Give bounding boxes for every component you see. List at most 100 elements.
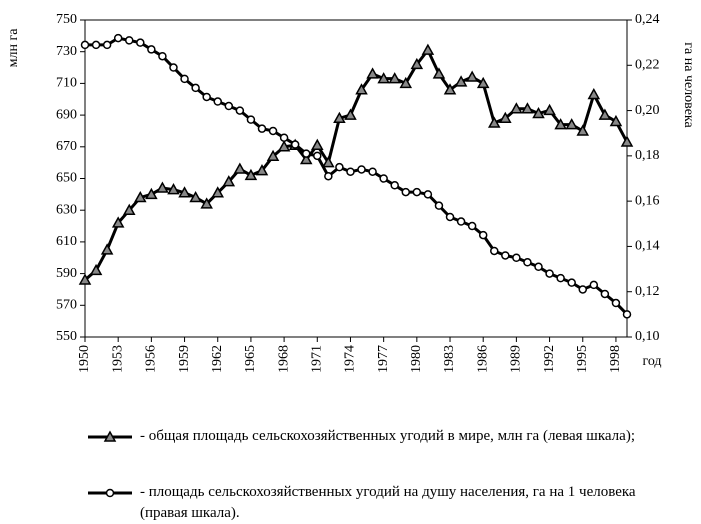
triangle-marker <box>344 108 357 120</box>
circle-marker <box>180 74 189 84</box>
circle-marker <box>467 221 477 231</box>
x-tick-label: 1974 <box>343 345 358 373</box>
triangle-marker <box>609 114 623 127</box>
x-tick-label: 1950 <box>77 345 92 373</box>
x-tick-label: 1992 <box>542 345 557 373</box>
circle-marker <box>102 40 112 50</box>
x-tick-label: 1983 <box>442 345 457 373</box>
triangle-marker <box>134 190 147 203</box>
circle-marker <box>191 83 200 93</box>
triangle-marker <box>399 76 413 89</box>
triangle-marker <box>277 140 291 152</box>
triangle-marker <box>543 103 556 116</box>
circle-marker <box>412 187 422 197</box>
triangle-marker <box>465 70 479 82</box>
circle-marker <box>124 36 134 45</box>
circle-marker <box>611 298 621 308</box>
circle-marker <box>490 246 499 256</box>
y-tick-label: 570 <box>56 298 77 313</box>
legend-marker <box>103 430 117 442</box>
y2-tick-label: 0,12 <box>635 284 660 299</box>
y-axis-label: млн га <box>6 28 21 68</box>
x-tick-label: 1956 <box>144 345 159 373</box>
triangle-marker <box>122 203 136 215</box>
circle-marker <box>313 151 322 161</box>
x-axis-label: год <box>642 354 661 369</box>
y2-tick-label: 0,16 <box>635 193 660 208</box>
circle-marker <box>445 212 455 222</box>
legend-entry: - общая площадь сельскохозяйственных уго… <box>140 428 635 444</box>
y2-tick-label: 0,18 <box>635 148 660 163</box>
circle-marker <box>379 174 388 183</box>
legend-entry: - площадь сельскохозяйственных угодий на… <box>140 484 636 521</box>
y-tick-label: 750 <box>56 12 77 27</box>
x-tick-label: 1986 <box>475 345 490 373</box>
y-tick-label: 670 <box>56 139 77 154</box>
circle-marker <box>578 285 588 294</box>
triangle-marker <box>521 102 534 114</box>
triangle-marker <box>255 164 269 176</box>
legend-marker <box>105 488 115 498</box>
circle-marker <box>390 181 399 190</box>
triangle-marker <box>355 83 368 95</box>
circle-marker <box>478 230 488 240</box>
triangle-marker <box>532 106 545 119</box>
circle-marker <box>257 124 267 133</box>
circle-marker <box>600 289 610 299</box>
circle-marker <box>202 92 211 102</box>
circle-marker <box>456 217 466 226</box>
circle-marker <box>423 190 433 199</box>
triangle-marker <box>421 43 435 55</box>
circle-marker <box>434 201 444 210</box>
y2-tick-label: 0,20 <box>635 103 660 118</box>
circle-marker <box>290 140 300 149</box>
triangle-marker <box>156 181 169 193</box>
triangle-marker <box>554 118 567 130</box>
triangle-marker <box>299 152 313 165</box>
triangle-marker <box>510 102 523 114</box>
circle-marker <box>91 40 101 50</box>
triangle-marker <box>476 76 490 89</box>
triangle-marker <box>499 111 512 124</box>
triangle-marker <box>89 263 103 276</box>
x-tick-label: 1980 <box>409 345 424 373</box>
y-tick-label: 650 <box>56 171 77 186</box>
circle-marker <box>368 167 377 176</box>
triangle-marker <box>333 111 346 124</box>
circle-marker <box>246 115 256 124</box>
circle-marker <box>279 133 289 142</box>
circle-marker <box>147 45 156 54</box>
y-tick-label: 550 <box>56 329 77 344</box>
circle-marker <box>545 269 554 278</box>
triangle-marker <box>211 186 225 198</box>
triangle-marker <box>100 243 114 255</box>
circle-marker <box>169 63 178 72</box>
circle-marker <box>556 273 565 283</box>
triangle-marker <box>388 72 401 84</box>
triangle-marker <box>620 135 634 147</box>
y-tick-label: 590 <box>56 266 77 281</box>
circle-marker <box>268 126 278 136</box>
x-tick-label: 1989 <box>509 345 524 373</box>
circle-marker <box>346 167 355 176</box>
triangle-marker <box>189 190 202 203</box>
circle-marker <box>357 165 366 174</box>
triangle-marker <box>78 273 92 285</box>
circle-marker <box>213 97 222 106</box>
triangle-marker <box>200 197 213 209</box>
circle-marker <box>324 171 333 181</box>
triangle-marker <box>598 108 612 120</box>
circle-marker <box>401 187 411 197</box>
circle-marker <box>512 253 521 262</box>
x-tick-label: 1965 <box>243 345 258 373</box>
x-tick-label: 1962 <box>210 345 225 373</box>
y-tick-label: 730 <box>56 44 77 59</box>
circle-marker <box>335 162 344 172</box>
circle-marker <box>501 251 510 260</box>
circle-marker <box>235 106 245 115</box>
triangle-marker <box>366 67 379 79</box>
triangle-marker <box>432 67 446 79</box>
y-tick-label: 710 <box>56 76 77 91</box>
circle-marker <box>589 280 599 290</box>
